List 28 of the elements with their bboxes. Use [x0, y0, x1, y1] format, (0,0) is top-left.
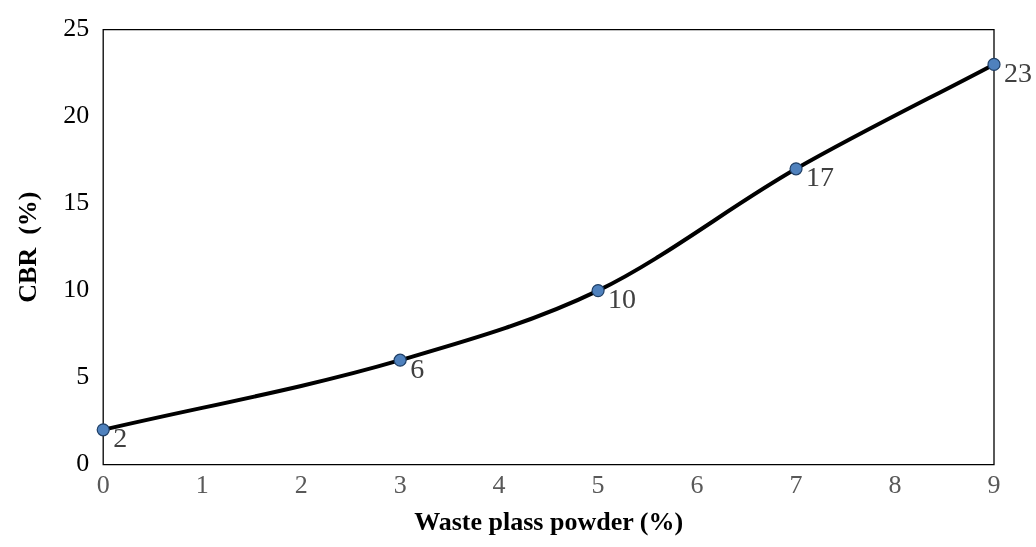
point: [96, 423, 110, 437]
x-axis-title: Waste plass powder (%): [414, 507, 684, 537]
x-tick-label: 9: [987, 470, 1001, 500]
x-tick-label: 6: [690, 470, 704, 500]
data-label: 6: [410, 352, 425, 384]
y-tick-label: 0: [76, 448, 90, 478]
x-tick-label: 1: [195, 470, 209, 500]
x-tick-label: 2: [294, 470, 308, 500]
point: [591, 284, 605, 298]
data-label: 23: [1004, 56, 1032, 88]
x-tick-label: 0: [96, 470, 110, 500]
y-axis-title: CBR (%): [13, 191, 43, 303]
y-tick-label: 25: [63, 13, 90, 43]
y-tick-label: 10: [63, 274, 90, 304]
x-tick-label: 5: [591, 470, 605, 500]
data-label: 10: [608, 282, 637, 314]
x-tick-label: 3: [393, 470, 407, 500]
x-tick-label: 8: [888, 470, 902, 500]
data-label: 2: [113, 422, 128, 454]
y-tick-label: 20: [63, 100, 90, 130]
data-label: 17: [806, 161, 835, 193]
x-tick-label: 7: [789, 470, 803, 500]
y-tick-label: 5: [76, 361, 90, 391]
x-tick-label: 4: [492, 470, 506, 500]
point: [987, 57, 1001, 71]
point: [393, 353, 407, 367]
point: [789, 162, 803, 176]
y-tick-label: 15: [63, 187, 90, 217]
